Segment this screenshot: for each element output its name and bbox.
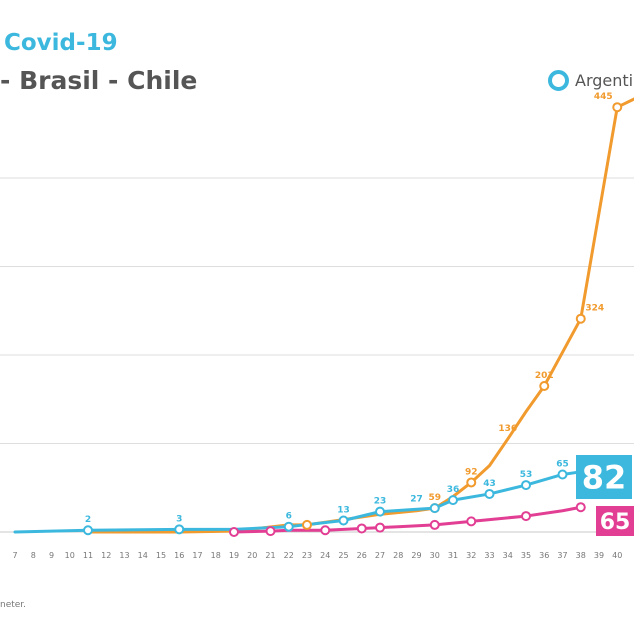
- x-tick-label: 23: [302, 551, 312, 560]
- data-point-1: [521, 480, 531, 491]
- x-tick-label: 15: [156, 551, 166, 560]
- data-point-1: [448, 495, 458, 506]
- data-point-1: [174, 524, 185, 535]
- data-point-2: [575, 502, 586, 513]
- x-tick-label: 12: [101, 551, 111, 560]
- x-tick-label: 10: [65, 551, 75, 560]
- data-point-2: [375, 522, 385, 533]
- data-point-1: [283, 521, 294, 532]
- x-tick-label: 32: [466, 551, 476, 560]
- data-label: 3: [176, 514, 182, 524]
- data-label: 201: [535, 371, 554, 381]
- data-label: 36: [447, 485, 460, 495]
- x-tick-label: 22: [284, 551, 294, 560]
- data-label: 92: [465, 467, 478, 477]
- x-tick-label: 28: [393, 551, 403, 560]
- x-tick-label: 14: [138, 551, 148, 560]
- data-point-2: [356, 523, 367, 534]
- x-tick-label: 11: [83, 551, 93, 560]
- x-tick-label: 34: [503, 551, 513, 560]
- x-tick-label: 27: [375, 551, 385, 560]
- legend-item-argentina[interactable]: Argentin: [548, 70, 634, 91]
- data-point-1: [557, 469, 568, 480]
- x-tick-label: 7: [12, 551, 17, 560]
- data-point-0: [612, 102, 623, 113]
- data-label: 27: [410, 494, 423, 504]
- x-tick-label: 9: [49, 551, 54, 560]
- data-point-0: [302, 519, 312, 530]
- x-tick-label: 13: [119, 551, 129, 560]
- x-tick-label: 29: [411, 551, 421, 560]
- data-point-1: [484, 488, 495, 499]
- value-badge-label: 65: [600, 510, 631, 535]
- x-tick-label: 17: [192, 551, 202, 560]
- value-badge-label: 82: [582, 459, 627, 497]
- data-point-0: [466, 477, 477, 488]
- x-tick-label: 16: [174, 551, 184, 560]
- data-label: 324: [585, 304, 604, 314]
- data-label: 13: [337, 505, 350, 515]
- data-point-2: [429, 519, 440, 530]
- legend-marker-icon: [548, 70, 569, 91]
- data-label: 65: [556, 459, 569, 469]
- x-tick-label: 25: [338, 551, 348, 560]
- value-badge: [596, 506, 634, 536]
- x-tick-label: 20: [247, 551, 257, 560]
- data-point-0: [539, 380, 550, 391]
- x-tick-label: 26: [357, 551, 367, 560]
- x-tick-label: 38: [576, 551, 586, 560]
- data-label: 445: [594, 92, 613, 102]
- x-tick-label: 33: [484, 551, 494, 560]
- data-point-1: [375, 506, 385, 517]
- series-line-0: [86, 97, 634, 534]
- x-tick-label: 24: [320, 551, 330, 560]
- data-point-2: [320, 525, 331, 536]
- data-label: 53: [520, 470, 533, 480]
- data-label: 43: [483, 479, 496, 489]
- x-tick-label: 19: [229, 551, 239, 560]
- x-tick-label: 18: [211, 551, 221, 560]
- data-point-1: [338, 515, 349, 526]
- source-note: neter.: [0, 600, 27, 610]
- x-tick-label: 37: [557, 551, 567, 560]
- legend-label: Argentin: [575, 71, 634, 90]
- chart-title: Covid-19: [4, 30, 118, 56]
- data-point-1: [83, 525, 93, 536]
- data-point-2: [466, 516, 477, 527]
- data-label: 6: [286, 512, 292, 522]
- data-point-2: [521, 511, 531, 522]
- data-point-2: [265, 526, 276, 537]
- data-label: 2: [85, 515, 91, 525]
- x-tick-label: 39: [594, 551, 604, 560]
- series-line-1: [13, 470, 583, 534]
- x-tick-label: 8: [31, 551, 36, 560]
- value-badge: [576, 455, 632, 499]
- data-label: 23: [374, 497, 387, 507]
- data-point-0: [575, 313, 586, 324]
- x-tick-label: 40: [612, 551, 622, 560]
- data-point-2: [229, 527, 239, 537]
- data-point-1: [429, 503, 440, 514]
- x-tick-label: 36: [539, 551, 549, 560]
- x-tick-label: 35: [521, 551, 531, 560]
- x-tick-label: 31: [448, 551, 458, 560]
- data-label: 136: [498, 424, 517, 434]
- data-label: 59: [428, 493, 441, 503]
- chart-subtitle: - Brasil - Chile: [0, 66, 198, 95]
- x-tick-label: 21: [265, 551, 275, 560]
- x-tick-label: 30: [430, 551, 440, 560]
